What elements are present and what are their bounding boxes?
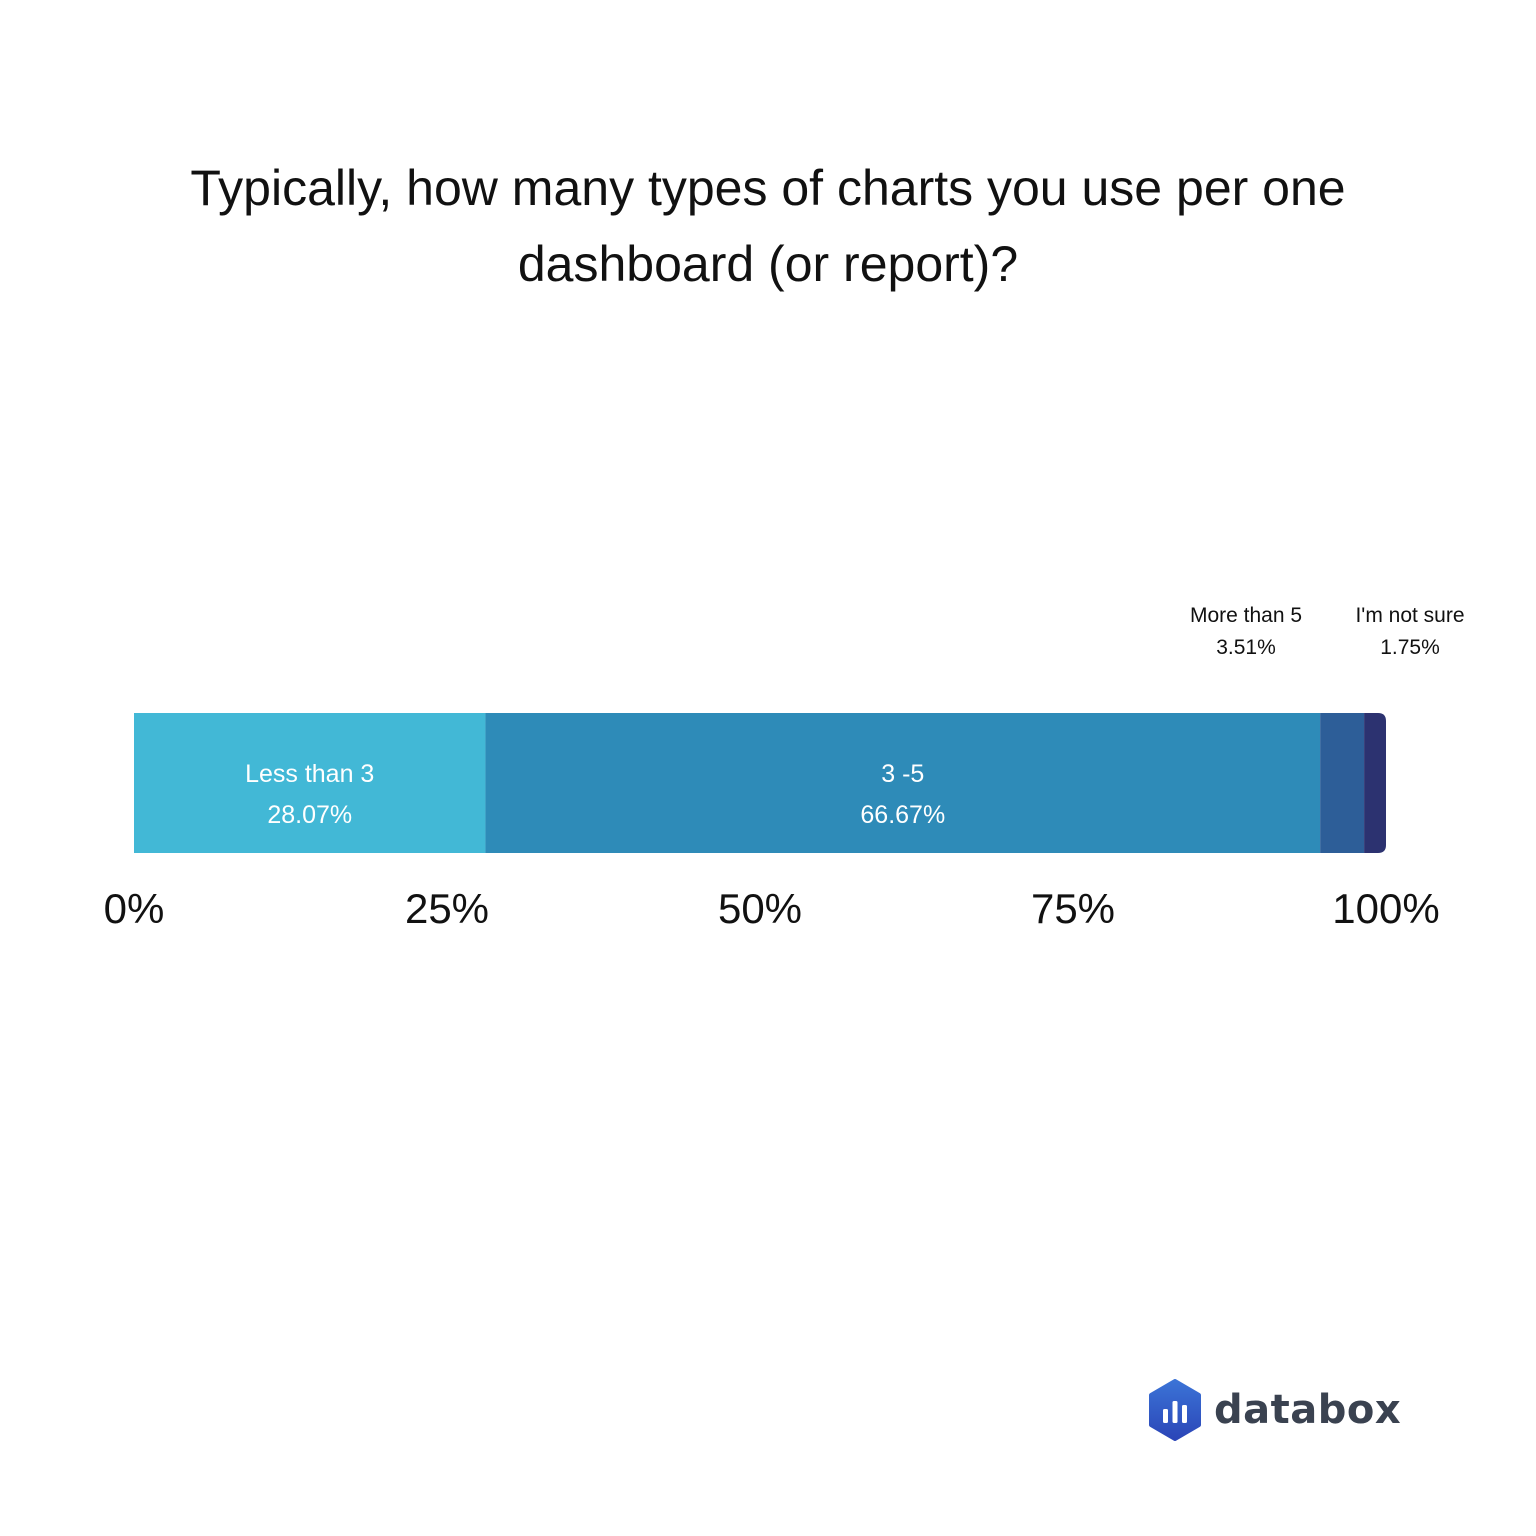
brand-name: databox (1214, 1387, 1402, 1433)
segment-value-less-than-3: 28.07% (267, 801, 352, 829)
bar-segment-3-5 (485, 713, 1321, 853)
segment-labels: Less than 3 28.07% 3 -5 66.67% More than 5 3.… (245, 604, 1464, 829)
databox-brand: databox (1148, 1378, 1401, 1442)
x-axis-ticks: 0% 25% 50% 75% 100% (104, 885, 1440, 932)
x-tick-label: 25% (405, 885, 489, 932)
databox-logo-icon (1149, 1379, 1201, 1441)
segment-name-i-m-not-sure: I'm not sure (1355, 604, 1464, 627)
x-tick-label: 100% (1332, 885, 1439, 932)
x-tick-label: 75% (1031, 885, 1115, 932)
chart-title: Typically, how many types of charts you … (190, 160, 1346, 292)
bar-segment-less-than-3 (134, 713, 486, 853)
segment-name-less-than-3: Less than 3 (245, 760, 374, 788)
bar-segment-i-m-not-sure (1364, 713, 1386, 853)
x-tick-label: 0% (104, 885, 165, 932)
segment-value-i-m-not-sure: 1.75% (1380, 636, 1440, 659)
segment-name-3-5: 3 -5 (881, 760, 924, 788)
segment-value-3-5: 66.67% (860, 801, 945, 829)
segment-name-more-than-5: More than 5 (1190, 604, 1302, 627)
bar-segments (134, 713, 1386, 853)
segment-value-more-than-5: 3.51% (1216, 636, 1276, 659)
x-tick-label: 50% (718, 885, 802, 932)
bar-segment-more-than-5 (1320, 713, 1365, 853)
